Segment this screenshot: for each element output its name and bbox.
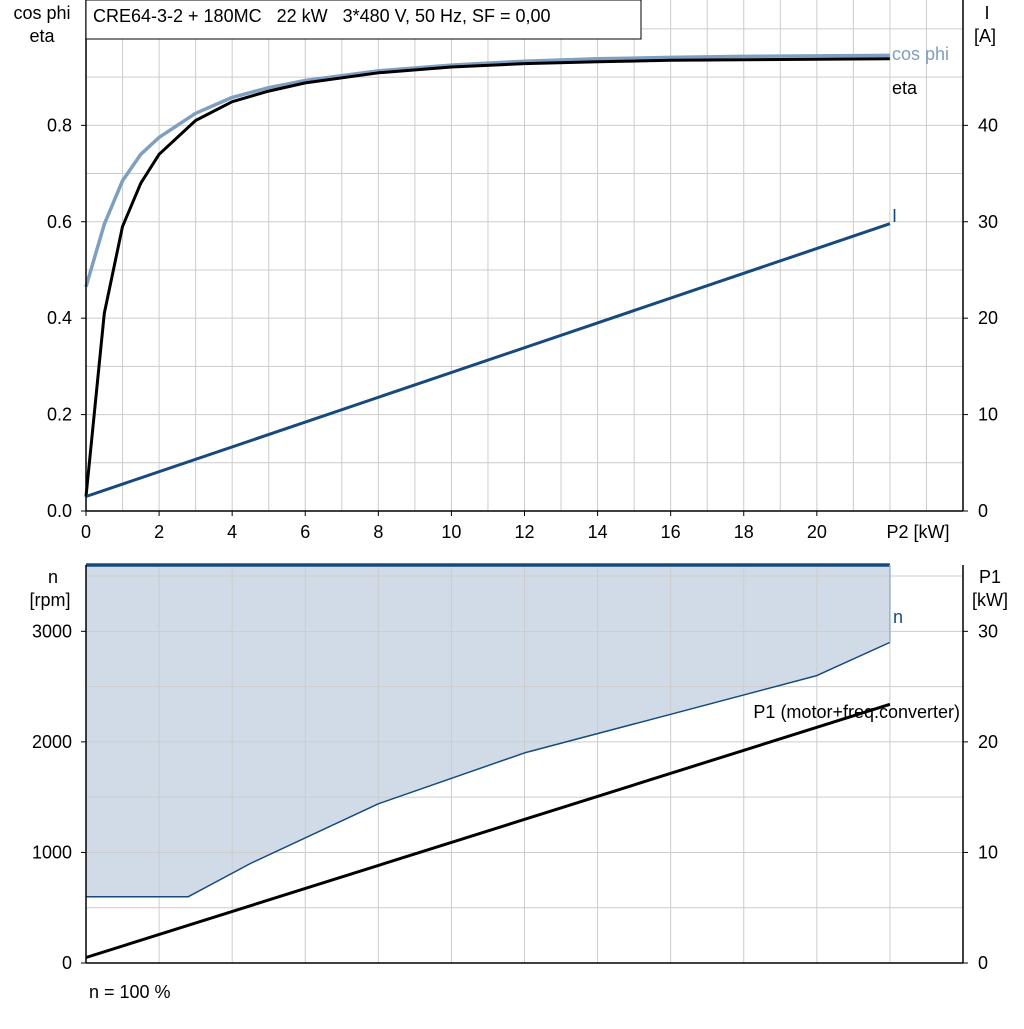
y-tick-label: 0 <box>62 953 72 973</box>
top-chart-grid <box>86 0 963 511</box>
x-tick-label: 10 <box>441 522 461 542</box>
y-tick-label: 0.6 <box>47 212 72 232</box>
x-tick-label: 16 <box>661 522 681 542</box>
y-axis-right-unit-kW: [kW] <box>972 590 1008 610</box>
bottom-chart-grid <box>86 565 963 963</box>
top-chart-series <box>84 53 891 498</box>
y-tick-label: 0.2 <box>47 405 72 425</box>
x-axis-label: P2 [kW] <box>886 522 949 542</box>
curve-label-P1: P1 (motor+freq.converter) <box>753 702 960 722</box>
series-line-cosphi <box>84 53 890 288</box>
bottom-chart-series <box>85 563 891 959</box>
x-tick-label: 8 <box>373 522 383 542</box>
y-right-tick-label: 0 <box>978 953 988 973</box>
y-axis-label-cosphi: cos phi <box>13 3 70 23</box>
footnote-speed: n = 100 % <box>89 982 171 1002</box>
y-right-tick-label: 30 <box>978 212 998 232</box>
y-right-tick-label: 10 <box>978 405 998 425</box>
curve-label-current: I <box>892 206 897 226</box>
y-axis-right-unit-A: [A] <box>974 26 996 46</box>
y-tick-label: 1000 <box>32 842 72 862</box>
curve-label-cosphi: cos phi <box>892 44 949 64</box>
x-tick-label: 12 <box>514 522 534 542</box>
x-tick-label: 18 <box>734 522 754 542</box>
bottom-chart-tick-labels: 0 1000 2000 3000 0 10 20 30 <box>32 621 998 973</box>
y-axis-right-label-P1: P1 <box>979 567 1001 587</box>
x-tick-label: 0 <box>81 522 91 542</box>
x-tick-label: 6 <box>300 522 310 542</box>
curve-label-eta: eta <box>892 78 918 98</box>
y-axis-label-n: n <box>48 567 58 587</box>
top-chart-tick-labels: 0 2 4 6 8 10 12 14 16 18 20 0.0 0.2 0.4 0.6 0.8 0 10 20 30 4… <box>47 115 998 542</box>
series-line-current <box>85 222 891 498</box>
y-axis-right-label-I: I <box>984 3 989 23</box>
y-axis-unit-rpm: [rpm] <box>29 590 70 610</box>
x-tick-label: 2 <box>154 522 164 542</box>
y-right-tick-label: 20 <box>978 732 998 752</box>
y-tick-label: 0.4 <box>47 308 72 328</box>
y-right-tick-label: 20 <box>978 308 998 328</box>
title-box <box>85 0 642 40</box>
y-tick-label: 3000 <box>32 621 72 641</box>
y-right-tick-label: 0 <box>978 501 988 521</box>
speed-range-area <box>86 565 890 897</box>
series-line-eta <box>84 57 890 497</box>
y-tick-label: 0.0 <box>47 501 72 521</box>
y-right-tick-label: 30 <box>978 621 998 641</box>
y-tick-label: 2000 <box>32 732 72 752</box>
title-box-text: CRE64-3-2 + 180MC 22 kW 3*480 V, 50 Hz, … <box>93 6 551 26</box>
bottom-chart-axes <box>81 565 968 964</box>
x-tick-label: 14 <box>588 522 608 542</box>
y-right-tick-label: 10 <box>978 842 998 862</box>
series-line-speed-min <box>86 641 891 898</box>
series-line-P1 <box>85 702 891 959</box>
y-axis-label-eta: eta <box>29 26 55 46</box>
top-chart-axes <box>81 0 968 516</box>
y-tick-label: 0.8 <box>47 115 72 135</box>
y-right-tick-label: 40 <box>978 115 998 135</box>
speed-range-fill <box>86 565 890 897</box>
curve-label-speed: n <box>893 607 903 627</box>
x-tick-label: 4 <box>227 522 237 542</box>
x-tick-label: 20 <box>807 522 827 542</box>
